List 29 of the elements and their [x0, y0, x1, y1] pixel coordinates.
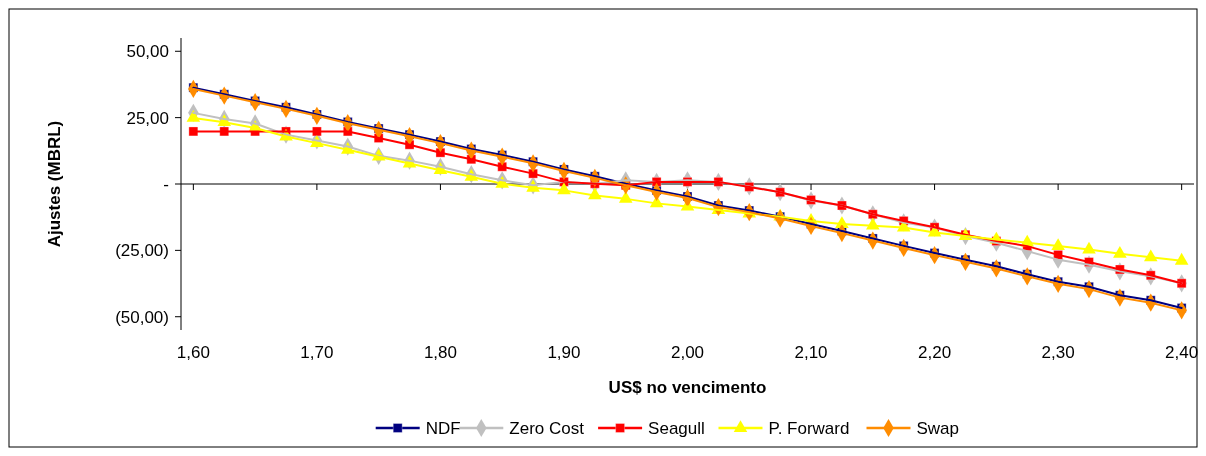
- y-tick-label: (25,00): [115, 241, 169, 261]
- x-tick-label: 1,90: [547, 343, 581, 362]
- x-tick-label: 2,30: [1041, 343, 1075, 362]
- y-tick-label: (50,00): [115, 307, 169, 327]
- point: [651, 177, 662, 187]
- point: [1174, 252, 1189, 265]
- legend-label: Zero Cost: [509, 418, 585, 438]
- y-tick-label: 25,00: [126, 108, 169, 128]
- x-tick-label: 1,80: [423, 343, 457, 362]
- x-tick-label: 1,70: [300, 343, 334, 362]
- y-tick-label: 50,00: [126, 42, 169, 62]
- x-tick-label: 2,20: [918, 343, 952, 362]
- legend-label: Seagull: [648, 418, 705, 438]
- x-tick-label: 1,60: [176, 343, 210, 362]
- point: [837, 200, 847, 211]
- x-axis-title: US$ no vencimento: [608, 378, 767, 397]
- legend-label: P. Forward: [768, 418, 850, 438]
- point: [188, 126, 198, 137]
- y-tick-label: -: [163, 174, 169, 194]
- x-tick-label: 2,00: [670, 343, 705, 362]
- point: [775, 187, 785, 197]
- x-tick-label: 2,10: [794, 343, 828, 362]
- y-axis-title: Ajustes (MBRL): [45, 120, 64, 248]
- legend-label: NDF: [425, 418, 461, 438]
- point: [219, 126, 229, 137]
- point: [312, 126, 322, 137]
- point: [713, 177, 724, 187]
- legend-label: Swap: [916, 418, 960, 438]
- x-tick-label: 2,40: [1165, 343, 1199, 362]
